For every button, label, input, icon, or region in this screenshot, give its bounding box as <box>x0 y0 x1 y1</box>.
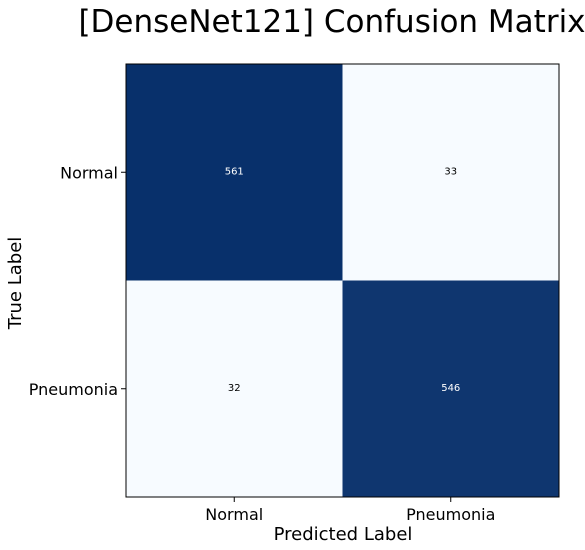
matrix-cells <box>126 64 559 497</box>
y-axis-label: True Label <box>5 237 26 331</box>
x-tick-label: Pneumonia <box>406 505 495 524</box>
x-axis-label: Predicted Label <box>274 524 413 545</box>
y-axis-ticks: Normal Pneumonia <box>29 163 126 399</box>
matrix-cell-value-1-1: 546 <box>441 383 460 394</box>
matrix-cell-value-0-0: 561 <box>225 166 244 177</box>
matrix-cell-value-1-0: 32 <box>228 383 241 394</box>
matrix-cell-value-0-1: 33 <box>444 166 457 177</box>
chart-title: [DenseNet121] Confusion Matrix <box>78 4 585 40</box>
x-tick-label: Normal <box>205 505 263 524</box>
y-tick-label: Pneumonia <box>29 380 118 399</box>
x-axis-ticks: Normal Pneumonia <box>205 497 495 524</box>
y-tick-label: Normal <box>60 163 118 182</box>
